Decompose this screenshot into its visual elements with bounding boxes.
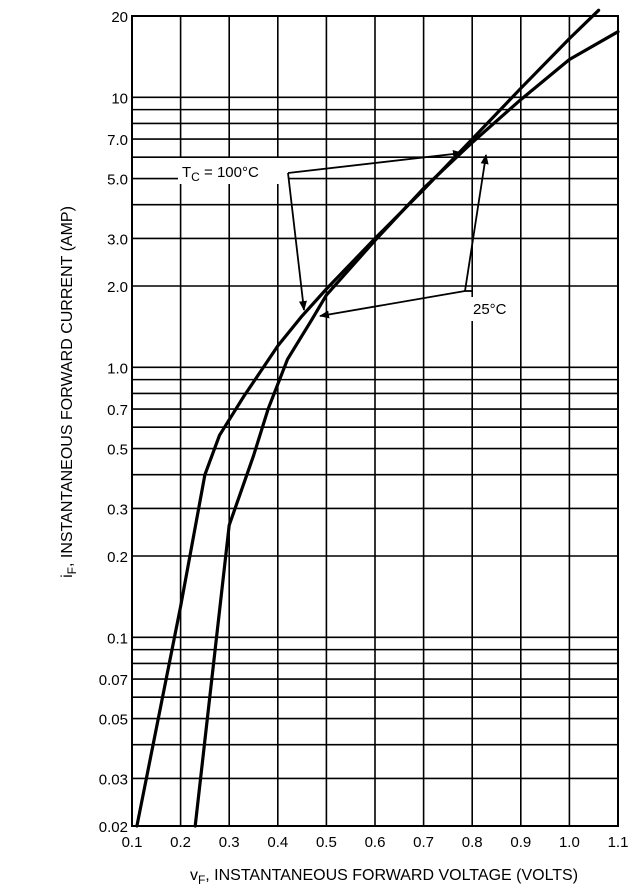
- y-tick-label: 5.0: [107, 172, 128, 189]
- series-lines: [135, 8, 620, 828]
- x-tick-label: 0.3: [219, 834, 240, 851]
- y-tick-label: 20: [111, 9, 128, 26]
- y-tick-label: 0.03: [99, 771, 128, 788]
- tc-arrow-upper: [287, 150, 463, 174]
- y-tick-label: 0.3: [107, 501, 128, 518]
- x-axis-title-rest: , INSTANTANEOUS FORWARD VOLTAGE (VOLTS): [205, 867, 578, 884]
- 25c-arrow-lower: [319, 290, 466, 319]
- x-tick-label: 0.8: [462, 834, 483, 851]
- y-tick-label: 0.02: [99, 819, 128, 836]
- y-tick-label: 0.05: [99, 712, 128, 729]
- y-tick-label: 0.07: [99, 672, 128, 689]
- x-axis-title-sub: F: [198, 873, 205, 887]
- tc-label-background: [178, 158, 288, 184]
- vertical-gridlines: [179, 16, 571, 826]
- y-tick-label: 1.0: [107, 360, 128, 377]
- y-tick-label: 0.2: [107, 549, 128, 566]
- tc-arrow-lower: [287, 172, 307, 311]
- y-axis-title-main: i: [59, 574, 76, 578]
- y-tick-label: 0.5: [107, 442, 128, 459]
- y-tick-label: 10: [111, 90, 128, 107]
- y-tick-label: 0.1: [107, 630, 128, 647]
- series-line-100c: [135, 8, 601, 828]
- x-tick-label: 0.2: [170, 834, 191, 851]
- tc-label: TC = 100°C: [182, 164, 259, 184]
- x-tick-label: 1.0: [559, 834, 580, 851]
- tc-label-main: T: [182, 164, 191, 181]
- x-axis-title-main: v: [190, 867, 198, 884]
- tc-label-sub: C: [191, 170, 200, 184]
- x-tick-labels: 0.1 0.2 0.3 0.4 0.5 0.6 0.7 0.8 0.9 1.0 1.1: [122, 834, 629, 851]
- y-tick-label: 2.0: [107, 279, 128, 296]
- x-tick-label: 0.7: [413, 834, 434, 851]
- y-axis-title-sub: F: [65, 567, 79, 574]
- 25c-label: 25°C: [473, 301, 507, 318]
- annotations: TC = 100°C 25°C: [178, 150, 518, 321]
- x-tick-label: 0.1: [122, 834, 143, 851]
- y-axis-title: iF, INSTANTANEOUS FORWARD CURRENT (AMP): [59, 206, 79, 578]
- x-tick-label: 0.9: [510, 834, 531, 851]
- y-tick-label: 0.7: [107, 402, 128, 419]
- y-axis-title-rest: , INSTANTANEOUS FORWARD CURRENT (AMP): [59, 206, 76, 567]
- x-tick-label: 0.4: [267, 834, 288, 851]
- plot-frame: [131, 15, 619, 827]
- x-axis-title: vF, INSTANTANEOUS FORWARD VOLTAGE (VOLTS…: [190, 867, 578, 887]
- x-tick-label: 0.6: [365, 834, 386, 851]
- tc-label-rest: = 100°C: [200, 164, 259, 181]
- x-tick-label: 1.1: [608, 834, 629, 851]
- 25c-arrow-upper: [464, 154, 489, 292]
- y-tick-labels: 20 10 7.0 5.0 3.0 2.0 1.0 0.7 0.5 0.3 0.2 0.1 0.07 0.…: [99, 9, 128, 836]
- x-tick-label: 0.5: [316, 834, 337, 851]
- series-line-25c: [193, 30, 620, 828]
- y-tick-label: 3.0: [107, 231, 128, 248]
- y-tick-label: 7.0: [107, 132, 128, 149]
- 25c-label-background: [470, 297, 518, 321]
